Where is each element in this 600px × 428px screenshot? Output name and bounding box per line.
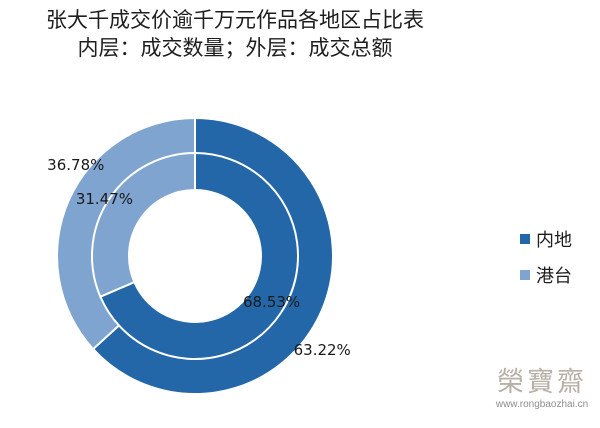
chart-subtitle: 内层：成交数量；外层：成交总额 bbox=[77, 36, 393, 60]
chart-legend: 内地 港台 bbox=[520, 228, 572, 300]
legend-item-hk-taiwan: 港台 bbox=[520, 264, 572, 287]
chart-title: 张大千成交价逾千万元作品各地区占比表 bbox=[46, 8, 424, 32]
inner-ring-slice-mainland bbox=[99, 151, 299, 360]
legend-swatch-mainland bbox=[520, 234, 530, 244]
legend-label-mainland: 内地 bbox=[536, 230, 572, 251]
inner-ring-slice-hk-taiwan bbox=[91, 151, 196, 299]
outer-ring-label-mainland: 63.22% bbox=[294, 341, 351, 359]
inner-ring-label-hk-taiwan: 31.47% bbox=[76, 190, 133, 208]
watermark-logo: 榮寶齋 bbox=[497, 367, 587, 398]
watermark: 榮寶齋 www.rongbaozhai.cn bbox=[492, 368, 592, 412]
watermark-url: www.rongbaozhai.cn bbox=[495, 399, 589, 410]
legend-swatch-hk-taiwan bbox=[520, 270, 530, 280]
inner-ring-label-mainland: 68.53% bbox=[243, 293, 300, 311]
chart-title-block: 张大千成交价逾千万元作品各地区占比表 内层：成交数量；外层：成交总额 bbox=[0, 6, 470, 62]
outer-ring-label-hk-taiwan: 36.78% bbox=[47, 156, 104, 174]
legend-item-mainland: 内地 bbox=[520, 228, 572, 251]
legend-label-hk-taiwan: 港台 bbox=[536, 266, 572, 287]
